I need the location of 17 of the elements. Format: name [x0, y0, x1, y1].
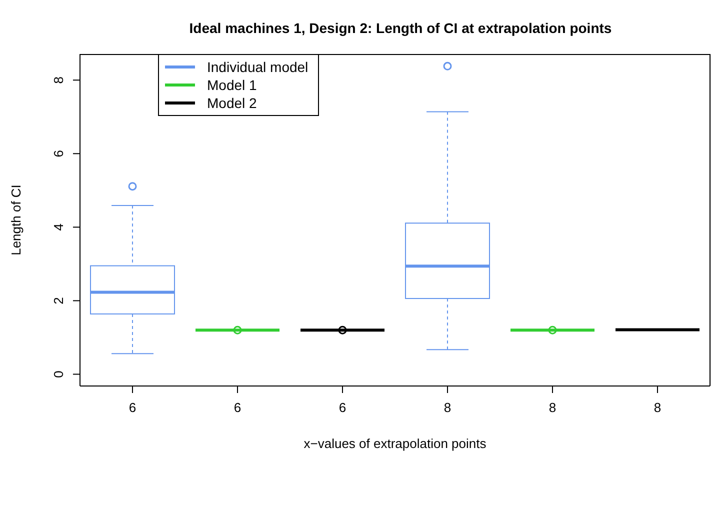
- x-axis-title: x−values of extrapolation points: [304, 436, 487, 451]
- chart-title: Ideal machines 1, Design 2: Length of CI at extrapolation points: [188, 20, 613, 36]
- x-tick-label: 6: [234, 400, 242, 416]
- x-tick-label: 6: [338, 400, 346, 416]
- legend-label: Individual model: [207, 58, 308, 76]
- y-tick-label: 6: [51, 150, 66, 158]
- y-tick-label: 0: [51, 370, 66, 378]
- x-tick-label: 6: [128, 400, 136, 416]
- y-axis-title: Length of CI: [8, 184, 24, 256]
- x-tick-label: 8: [548, 400, 556, 416]
- legend-label: Model 1: [207, 76, 257, 94]
- x-tick-label: 8: [654, 400, 662, 416]
- x-tick-label: 8: [444, 400, 452, 416]
- y-tick-label: 8: [51, 76, 66, 84]
- y-tick-label: 2: [51, 297, 66, 304]
- legend-label: Model 2: [207, 94, 257, 112]
- y-tick-label: 4: [51, 224, 66, 231]
